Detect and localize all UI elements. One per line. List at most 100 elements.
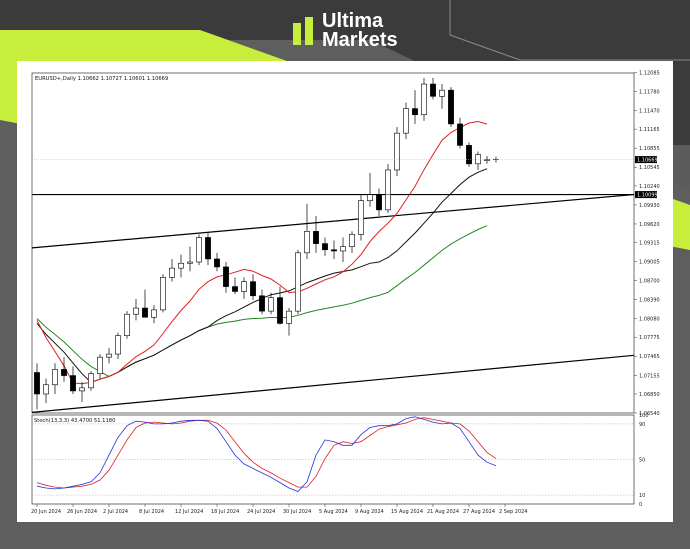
x-tick-label: 21 Aug 2024 [427,509,459,515]
price-tick-label: 1.07155 [639,373,660,379]
candle-body-up [439,89,445,97]
candle [52,363,58,394]
x-tick-label: 20 Jun 2024 [31,509,61,515]
price-tag-box [635,191,657,199]
candle [259,289,265,315]
stoch-signal-line [36,417,497,489]
candle-body-up [304,231,310,254]
candle [223,262,229,293]
candle-body-up [358,200,364,235]
candle-body-down [250,281,256,297]
candle [160,274,166,313]
price-tick-label: 1.11470 [639,108,660,114]
candle-body-up [475,154,481,165]
price-tick-label: 1.09005 [639,260,660,266]
candle [70,366,76,394]
candle [421,77,427,121]
x-tick-label: 2 Jul 2024 [103,509,128,515]
candle [88,371,94,391]
price-tag-box [635,156,657,164]
candle-body-down [70,375,76,392]
candle [286,308,292,336]
candle [61,357,67,382]
candle [394,127,400,177]
candle [169,258,175,282]
candle [97,354,103,379]
candle [43,378,49,404]
candle-body-down [223,266,229,287]
candle-body-down [34,372,40,395]
candle [106,347,112,364]
candle-body-up [160,277,166,311]
candle-body-down [61,369,67,376]
brand-line1: Ultima [322,10,384,32]
candle [268,292,274,315]
channel-lower-line [31,354,635,413]
candle-body-up [124,313,130,336]
candle-body-up [43,384,49,395]
price-tick-label: 1.06850 [639,392,660,398]
symbol-header: EURUSD+,Daily 1.10662 1.10727 1.10601 1.… [35,76,168,82]
candle-body-up [421,83,427,116]
candle-body-up [286,310,292,324]
ultima-logo-icon [293,17,313,45]
candle [205,232,211,266]
candle [340,237,346,263]
x-tick-label: 5 Aug 2024 [319,509,348,515]
candle [133,298,139,321]
price-tick-label: 1.10240 [639,184,660,190]
candle [439,84,445,109]
candle [196,234,202,266]
x-tick-label: 24 Jul 2024 [247,509,275,515]
candle-body-up [52,369,58,386]
candle [430,77,436,100]
candle-body-up [403,108,409,134]
stoch-header: Stoch(13,3,3) 43.4700 51.1180 [34,418,115,424]
candle [178,254,184,278]
price-tick-label: 1.06540 [639,411,660,417]
candle-body-up [151,309,157,318]
candle [313,215,319,253]
candle [232,277,238,294]
price-tick-label: 1.09620 [639,222,660,228]
price-tick-label: 1.08700 [639,278,660,284]
candle-body-up [340,246,346,252]
x-tick-label: 18 Jul 2024 [211,509,239,515]
candle-body-down [259,295,265,312]
candle-body-down [412,108,418,116]
candle-body-up [394,132,400,171]
candle [295,249,301,315]
candle-body-up [178,262,184,269]
candle-body-down [430,83,436,97]
brand-line2: Markets [322,29,398,51]
price-tick-label: 1.11165 [639,127,660,133]
candle-body-down [277,297,283,324]
stoch-main-line [36,416,497,492]
candle [322,237,328,256]
candle-body-up [385,169,391,211]
candle-body-down [313,231,319,244]
channel-upper-line [31,193,635,249]
candle [277,286,283,325]
candle [187,246,193,272]
x-tick-label: 15 Aug 2024 [391,509,423,515]
candle-body-up [106,353,112,358]
price-tag-label: 1.10669 [637,158,658,164]
candle-body-up [268,297,274,312]
candle-body-up [88,373,94,389]
candle [475,151,481,170]
candlestick-chart: 1.12085 1.11780 1.11470 1.11165 1.10855 1.105… [31,71,660,515]
stoch-tick-label: 0 [639,502,642,508]
candle-body-down [214,258,220,268]
candle [115,332,121,359]
candle [349,231,355,253]
candle-body-up [196,237,202,263]
price-tick-label: 1.10545 [639,165,660,171]
x-tick-label: 30 Jul 2024 [283,509,311,515]
candle [124,311,130,339]
stoch-tick-label: 100 [639,413,649,419]
candle [331,240,337,259]
candle-body-up [115,335,121,355]
candle-body-up [187,261,193,264]
candle [79,381,85,402]
